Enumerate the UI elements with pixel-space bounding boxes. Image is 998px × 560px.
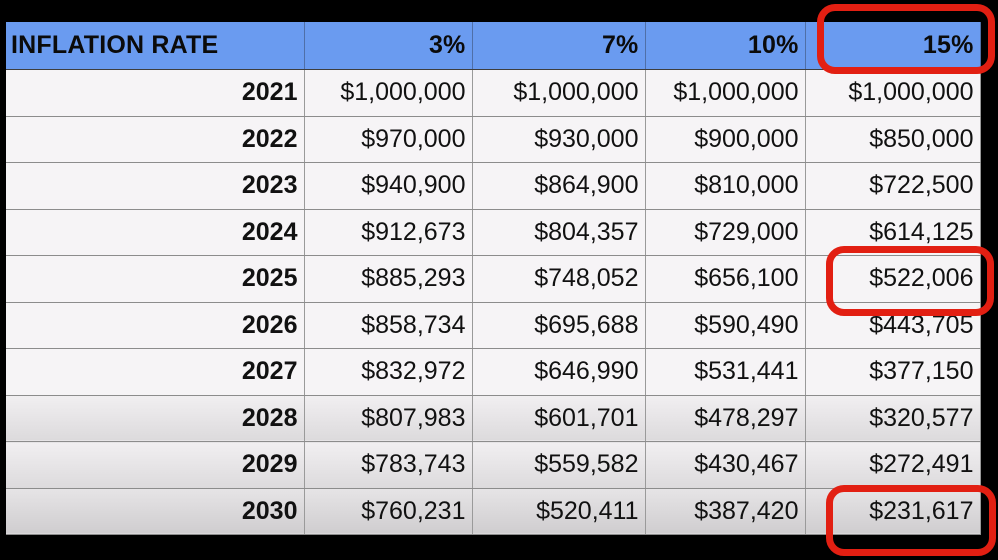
column-header-7-percent: 7%: [472, 22, 646, 70]
table-body: 2021 $1,000,000 $1,000,000 $1,000,000 $1…: [6, 69, 981, 535]
highlight-outline-15-percent-header: [817, 4, 995, 74]
column-header-inflation-rate: INFLATION RATE: [6, 22, 305, 70]
value-cell: $695,688: [472, 302, 646, 349]
table-row: 2021 $1,000,000 $1,000,000 $1,000,000 $1…: [6, 69, 981, 117]
value-cell: $590,490: [645, 302, 806, 349]
value-cell: $1,000,000: [805, 69, 981, 117]
year-cell: 2027: [6, 348, 305, 396]
value-cell: $912,673: [304, 209, 473, 256]
value-cell: $387,420: [645, 488, 806, 535]
year-cell: 2023: [6, 162, 305, 210]
value-cell: $478,297: [645, 395, 806, 442]
year-cell: 2024: [6, 209, 305, 256]
year-cell: 2022: [6, 116, 305, 163]
table-row: 2027 $832,972 $646,990 $531,441 $377,150: [6, 348, 981, 396]
value-cell: $646,990: [472, 348, 646, 396]
value-cell: $520,411: [472, 488, 646, 535]
year-cell: 2030: [6, 488, 305, 535]
value-cell: $810,000: [645, 162, 806, 210]
year-cell: 2021: [6, 69, 305, 117]
column-header-3-percent: 3%: [304, 22, 473, 70]
value-cell: $858,734: [304, 302, 473, 349]
value-cell: $970,000: [304, 116, 473, 163]
value-cell: $729,000: [645, 209, 806, 256]
column-header-10-percent: 10%: [645, 22, 806, 70]
value-cell: $760,231: [304, 488, 473, 535]
value-cell: $940,900: [304, 162, 473, 210]
value-cell: $559,582: [472, 441, 646, 489]
value-cell: $807,983: [304, 395, 473, 442]
value-cell: $804,357: [472, 209, 646, 256]
value-cell: $320,577: [805, 395, 981, 442]
value-cell: $656,100: [645, 255, 806, 303]
value-cell: $1,000,000: [304, 69, 473, 117]
year-cell: 2026: [6, 302, 305, 349]
value-cell: $850,000: [805, 116, 981, 163]
table-row: 2029 $783,743 $559,582 $430,467 $272,491: [6, 441, 981, 489]
table-row: 2025 $885,293 $748,052 $656,100 $522,006: [6, 255, 981, 303]
value-cell: $430,467: [645, 441, 806, 489]
value-cell: $930,000: [472, 116, 646, 163]
value-cell: $783,743: [304, 441, 473, 489]
highlight-outline-2025-15-percent: [826, 246, 994, 316]
table-row: 2022 $970,000 $930,000 $900,000 $850,000: [6, 116, 981, 163]
highlight-outline-2030-15-percent: [826, 485, 996, 556]
value-cell: $531,441: [645, 348, 806, 396]
table-row: 2028 $807,983 $601,701 $478,297 $320,577: [6, 395, 981, 442]
value-cell: $272,491: [805, 441, 981, 489]
value-cell: $722,500: [805, 162, 981, 210]
value-cell: $601,701: [472, 395, 646, 442]
value-cell: $1,000,000: [645, 69, 806, 117]
value-cell: $864,900: [472, 162, 646, 210]
header-row: INFLATION RATE 3% 7% 10% 15%: [6, 22, 981, 70]
table-row: 2023 $940,900 $864,900 $810,000 $722,500: [6, 162, 981, 210]
value-cell: $832,972: [304, 348, 473, 396]
value-cell: $377,150: [805, 348, 981, 396]
inflation-table: INFLATION RATE 3% 7% 10% 15% 2021 $1,000…: [6, 22, 981, 535]
value-cell: $900,000: [645, 116, 806, 163]
table-row: 2024 $912,673 $804,357 $729,000 $614,125: [6, 209, 981, 256]
table-row: 2030 $760,231 $520,411 $387,420 $231,617: [6, 488, 981, 535]
value-cell: $1,000,000: [472, 69, 646, 117]
value-cell: $748,052: [472, 255, 646, 303]
year-cell: 2025: [6, 255, 305, 303]
year-cell: 2029: [6, 441, 305, 489]
value-cell: $885,293: [304, 255, 473, 303]
year-cell: 2028: [6, 395, 305, 442]
